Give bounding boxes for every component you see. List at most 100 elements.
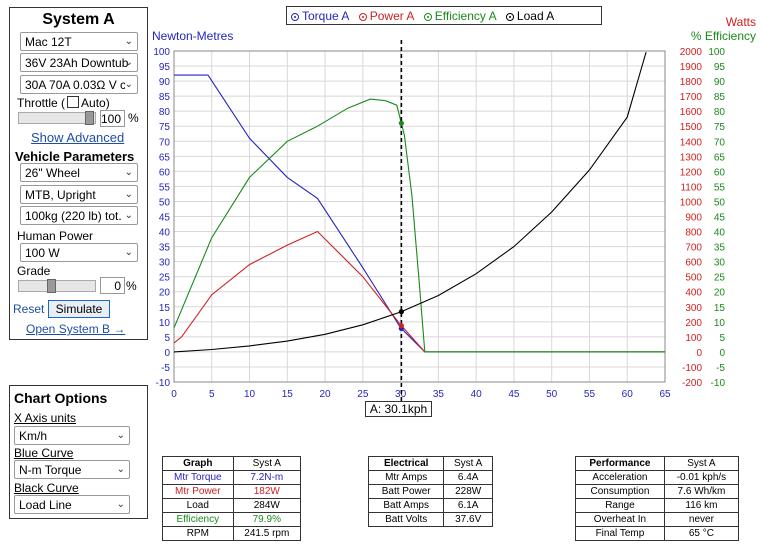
table-row: Acceleration -0.01 kph/s [575,470,740,485]
eff-tick-label: 70 [714,137,726,148]
performance-row-value: never [663,512,740,527]
black-curve-label: Black Curve [14,481,79,495]
left-tick-label: 70 [159,137,171,148]
left-axis-label: Newton-Metres [152,29,233,43]
chevron-down-icon: ⌄ [124,167,133,178]
electrical-row-value: 37.6V [443,512,493,527]
right-axis-eff-label: % Efficiency [691,29,756,43]
watts-tick-label: 200 [685,318,702,329]
eff-tick-label: 5 [719,333,725,344]
chevron-down-icon: ⌄ [124,36,133,47]
eff-tick-label: 10 [714,318,726,329]
graph-row-value: 79.9% [232,512,302,527]
performance-row-label: Range [575,498,665,513]
human-power-select[interactable]: 100 W ⌄ [20,243,138,262]
left-tick-label: 30 [159,258,171,269]
watts-tick-label: 1600 [680,107,703,118]
graph-row-label: Mtr Power [162,484,234,499]
plot-frame [173,50,666,383]
controller-select-value: 30A 70A 0.03Ω V c [25,78,127,92]
bike-type-select-value: MTB, Upright [25,188,96,202]
legend-torque[interactable]: Torque A [291,9,349,23]
wheel-select[interactable]: 26" Wheel ⌄ [20,163,138,182]
eff-tick-label: 80 [714,107,726,118]
torque-radio-icon [291,13,299,21]
eff-tick-label: 25 [714,273,726,284]
series-line-load-a [173,51,647,353]
graph-row-label: Load [162,498,234,513]
table-row: Mtr Torque 7.2N-m [162,470,302,485]
x-tick-label: 65 [659,389,671,400]
watts-tick-label: 500 [685,273,702,284]
chart-legend: Torque A Power A Efficiency A Load A [286,6,602,25]
reset-link[interactable]: Reset [13,302,45,316]
legend-load[interactable]: Load A [505,9,554,23]
grade-slider[interactable] [18,279,96,293]
system-title: System A [42,11,115,28]
chart-cursor[interactable] [398,40,404,402]
graph-table-col-1: Graph [162,456,234,471]
left-tick-label: 100 [153,47,170,58]
eff-tick-label: 85 [714,92,726,103]
graph-row-label: Mtr Torque [162,470,234,485]
simulate-button[interactable]: Simulate [48,300,110,318]
motor-select[interactable]: Mac 12T ⌄ [20,32,138,51]
table-row: Efficiency 79.9% [162,512,302,527]
performance-chart[interactable]: Newton-Metres Watts % Efficiency -10 -200… [0,0,761,420]
x-tick-label: 10 [244,389,256,400]
throttle-unit: % [128,111,139,125]
table-row: Mtr Power 182W [162,484,302,499]
x-tick-label: 5 [209,389,215,400]
auto-checkbox[interactable] [67,96,80,108]
left-tick-label: 10 [159,318,171,329]
table-row: Batt Power 228W [367,484,493,499]
performance-table-header: Performance Syst A [575,456,740,471]
weight-select[interactable]: 100kg (220 lb) tot. ⌄ [20,206,138,225]
x-tick-label: 20 [320,389,332,400]
throttle-input[interactable]: 100 [100,110,125,127]
eff-tick-label: 45 [714,213,726,224]
controller-select[interactable]: 30A 70A 0.03Ω V c ⌄ [20,75,138,94]
load-radio-icon [505,13,514,21]
watts-tick-label: 800 [685,228,702,239]
blue-curve-select[interactable]: N-m Torque ⌄ [14,460,130,479]
blue-curve-label: Blue Curve [14,446,74,460]
watts-tick-label: 600 [685,258,702,269]
motor-select-value: Mac 12T [25,35,72,49]
throttle-label: Throttle (Auto) [17,96,110,110]
grade-slider-thumb[interactable] [47,279,56,293]
weight-select-value: 100kg (220 lb) tot. [25,209,122,223]
right-axis-watts-label: Watts [726,15,756,29]
series-line-efficiency-a [173,98,665,353]
electrical-table: Electrical Syst A Mtr Amps 6.4A Batt Power… [367,456,493,527]
legend-power[interactable]: Power A [358,9,414,23]
watts-tick-label: -100 [682,363,702,374]
watts-tick-label: 1800 [680,77,703,88]
performance-row-value: 65 °C [663,526,740,541]
left-tick-label: 75 [159,122,171,133]
graph-row-label: RPM [162,526,234,541]
show-advanced-link[interactable]: Show Advanced [31,130,125,145]
battery-select[interactable]: 36V 23Ah Downtub ⌄ [20,53,138,72]
eff-tick-label: 15 [714,303,726,314]
throttle-slider-thumb[interactable] [85,111,94,125]
left-tick-label: 85 [159,92,171,103]
eff-tick-label: 35 [714,243,726,254]
left-tick-label: 0 [164,348,170,359]
throttle-slider[interactable] [18,111,96,125]
performance-row-label: Consumption [575,484,665,499]
throttle-label-text: Throttle ( [17,96,66,110]
x-axis-units-select[interactable]: Km/h ⌄ [14,426,130,445]
watts-tick-label: 1400 [680,137,703,148]
bike-type-select[interactable]: MTB, Upright ⌄ [20,185,138,204]
graph-row-value: 7.2N-m [232,470,302,485]
black-curve-select[interactable]: Load Line ⌄ [14,495,130,514]
eff-tick-label: 20 [714,288,726,299]
open-system-b-link[interactable]: Open System B → [26,322,126,336]
legend-efficiency[interactable]: Efficiency A [423,9,497,23]
eff-tick-label: -10 [711,378,726,389]
battery-select-value: 36V 23Ah Downtub [25,56,129,70]
chevron-down-icon: ⌄ [116,430,125,441]
cursor-marker-power-a [398,323,404,329]
grade-input[interactable]: 0 [100,277,125,294]
